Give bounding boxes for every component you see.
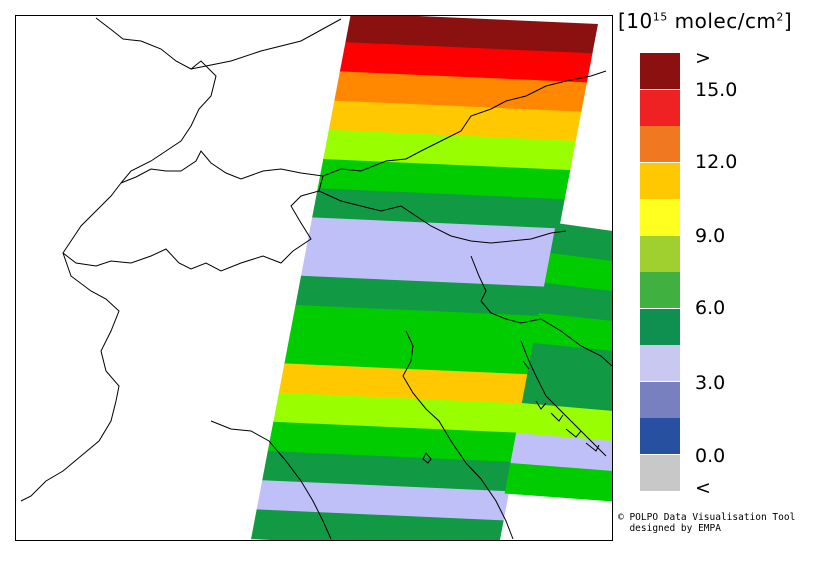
legend-swatch xyxy=(640,53,680,89)
swath-east-row xyxy=(510,433,612,472)
swath-east-row xyxy=(504,463,612,502)
legend-tick: 12.0 xyxy=(695,151,738,173)
swath-pixel-row xyxy=(251,509,504,540)
swath-east-row xyxy=(550,223,612,262)
swath-pixel-row xyxy=(306,217,560,259)
unit-square: 2 xyxy=(776,10,784,24)
legend-tick: > xyxy=(695,47,711,69)
legend-tick: 9.0 xyxy=(695,225,726,247)
legend-swatch xyxy=(640,199,680,235)
border-germany-north xyxy=(190,18,342,70)
border-switzerland xyxy=(62,150,324,272)
swath-pixel-row xyxy=(317,159,571,200)
unit-label: [1015 molec/cm2] xyxy=(618,9,792,33)
legend-swatch xyxy=(640,126,680,162)
swath-east-row xyxy=(521,373,612,412)
swath-pixel-row xyxy=(312,188,565,229)
swath-pixel-row xyxy=(300,246,554,288)
legend-tick: 3.0 xyxy=(695,372,726,394)
credit-line-2: designed by EMPA xyxy=(629,523,721,534)
legend-swatch xyxy=(640,454,680,491)
credit-text: © POLPO Data Visualisation Tool designed… xyxy=(618,512,795,534)
legend-swatch xyxy=(640,89,680,126)
swath-pixel-row xyxy=(339,42,593,83)
swath-pixel-row xyxy=(267,421,521,463)
legend-swatch xyxy=(640,418,680,454)
map-panel[interactable] xyxy=(15,15,613,541)
border-italy-austria xyxy=(318,190,567,244)
border-slovenia xyxy=(470,255,542,324)
coast-croatia xyxy=(520,340,607,457)
swath-pixel-row xyxy=(256,480,510,521)
swath-pixel-row xyxy=(334,71,587,113)
islands xyxy=(422,360,600,464)
swath-east-row xyxy=(516,403,612,442)
legend-swatch xyxy=(640,235,680,272)
legend-swatch xyxy=(640,272,680,308)
swath-pixel-row xyxy=(323,129,576,171)
legend-tick: 6.0 xyxy=(695,297,726,319)
border-france-germany xyxy=(95,17,217,184)
unit-prefix: [10 xyxy=(618,9,653,33)
map-canvas[interactable] xyxy=(16,16,612,540)
swath-pixel-row xyxy=(345,16,598,54)
swath-east-row xyxy=(527,343,612,382)
swath-pixel-row xyxy=(328,100,582,142)
swath-east-row xyxy=(533,313,612,352)
coast-adriatic xyxy=(402,330,514,540)
swath-pixel-row xyxy=(284,334,537,375)
border-austria-germany xyxy=(322,70,607,177)
credit-line-1: © POLPO Data Visualisation Tool xyxy=(618,512,796,523)
legend-swatch xyxy=(640,381,680,418)
border-croatia-bosnia xyxy=(540,318,612,367)
unit-exponent: 15 xyxy=(652,10,668,24)
satellite-swath xyxy=(251,16,612,540)
country-borders xyxy=(20,17,612,540)
unit-text: molec/cm xyxy=(667,9,777,33)
swath-east-row xyxy=(544,253,612,292)
swath-pixel-row xyxy=(278,363,532,405)
legend-tick: 0.0 xyxy=(695,445,726,467)
unit-close: ] xyxy=(783,9,793,33)
swath-pixel-row xyxy=(289,305,543,346)
swath-pixel-row xyxy=(262,451,515,492)
legend-tick: 15.0 xyxy=(695,79,738,101)
legend-swatch xyxy=(640,345,680,381)
legend-tick: < xyxy=(695,477,711,499)
coast-liguria xyxy=(210,420,332,540)
swath-pixel-row xyxy=(273,392,526,434)
legend-swatch xyxy=(640,308,680,345)
swath-east-row xyxy=(538,283,612,322)
legend-swatch xyxy=(640,162,680,199)
border-italy-france xyxy=(20,252,120,502)
